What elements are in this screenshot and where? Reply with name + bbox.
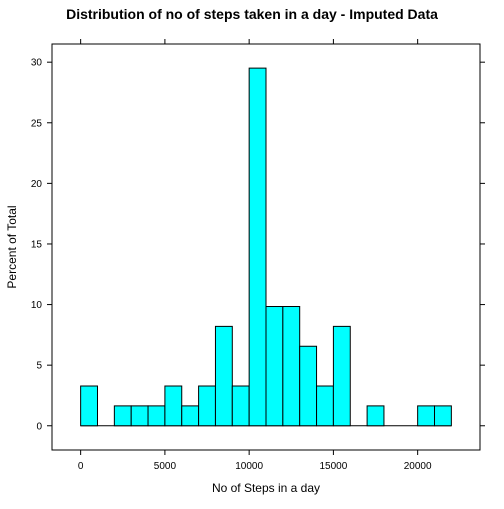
histogram-bar xyxy=(130,405,149,427)
histogram-bar xyxy=(181,405,200,427)
histogram-bar xyxy=(231,385,250,427)
histogram-bar xyxy=(417,405,436,427)
x-axis-label: No of Steps in a day xyxy=(212,481,320,495)
bars-group xyxy=(80,67,452,427)
y-tick-label: 25 xyxy=(31,118,43,129)
histogram-bar xyxy=(332,325,351,427)
histogram-bar xyxy=(366,405,385,427)
histogram-bar xyxy=(113,405,132,427)
histogram-bar xyxy=(214,325,233,427)
histogram-bar xyxy=(282,306,301,427)
histogram-bar xyxy=(198,385,216,427)
histogram-bar xyxy=(316,385,334,427)
plot-frame xyxy=(51,43,481,451)
histogram-bar xyxy=(80,385,98,427)
y-tick-label: 30 xyxy=(31,58,43,69)
x-tick-label: 20000 xyxy=(404,461,432,472)
histogram-bar xyxy=(248,67,267,427)
x-tick-label: 15000 xyxy=(319,461,347,472)
histogram-bar xyxy=(265,306,284,427)
histogram-bar xyxy=(147,405,166,427)
histogram-bar xyxy=(434,405,452,427)
y-tick-label: 10 xyxy=(31,300,43,311)
y-axis-label: Percent of Total xyxy=(5,205,19,288)
y-tick-label: 20 xyxy=(31,179,43,190)
x-tick-label: 0 xyxy=(78,461,84,472)
x-tick-label: 10000 xyxy=(235,461,263,472)
histogram-bar xyxy=(164,385,183,427)
histogram-bar xyxy=(299,345,318,427)
y-tick-label: 5 xyxy=(36,361,42,372)
ticks-group: 0 5000 10000 15000 20000 0 5 10 15 20 25 30 xyxy=(31,39,485,472)
y-tick-label: 0 xyxy=(36,421,42,432)
x-tick-label: 5000 xyxy=(154,461,177,472)
chart-title: Distribution of no of steps taken in a d… xyxy=(66,6,438,22)
y-tick-label: 15 xyxy=(31,239,43,250)
